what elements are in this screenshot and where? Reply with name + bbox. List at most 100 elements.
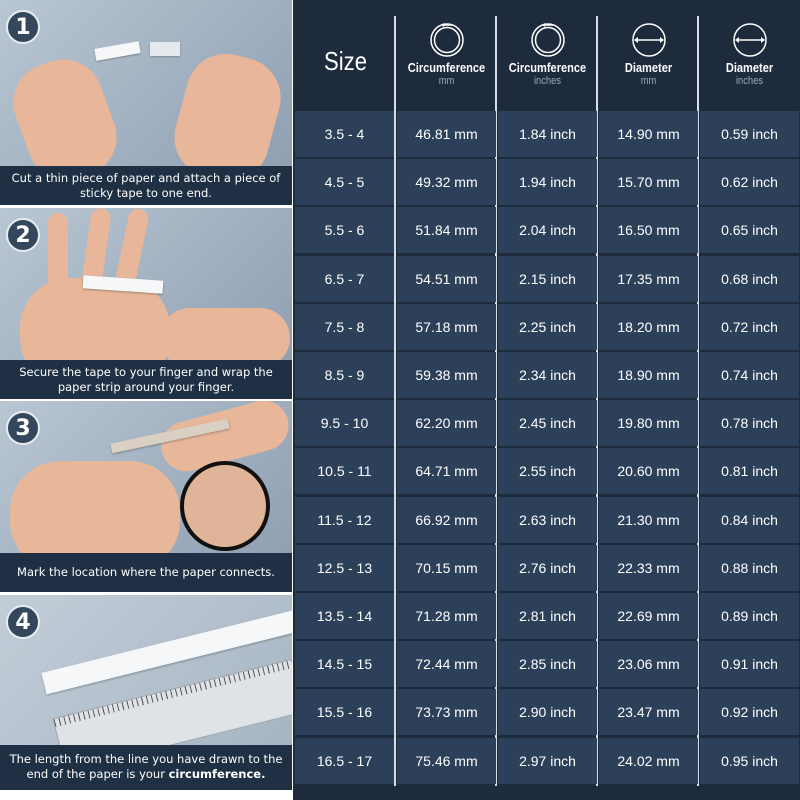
magnifier-inset (180, 461, 270, 551)
table-cell: 2.90 inch (498, 689, 597, 736)
table-cell: 2.76 inch (498, 544, 597, 591)
table-cell: 1.94 inch (498, 159, 597, 206)
step-caption: The length from the line you have drawn … (0, 745, 292, 790)
table-cell: 4.5 - 5 (295, 159, 394, 206)
table-cell: 0.59 inch (700, 111, 799, 157)
header-title: Diameter (624, 60, 673, 75)
step-caption: Mark the location where the paper connec… (0, 553, 292, 592)
table-cell: 22.69 mm (599, 593, 698, 639)
table-cell: 0.72 inch (700, 303, 799, 350)
table-cell: 2.85 inch (498, 641, 597, 688)
step-number-badge: 1 (6, 10, 40, 44)
table-cell: 0.62 inch (700, 159, 799, 206)
table-cell: 1.84 inch (498, 111, 597, 157)
column-header: Diameter mm (598, 16, 699, 108)
table-cell: 0.84 inch (700, 496, 799, 543)
ring-circumference-icon (497, 22, 598, 58)
step-2-photo (0, 208, 292, 388)
table-cell: 20.60 mm (599, 448, 698, 495)
table-cell: 57.18 mm (397, 303, 496, 350)
ring-diameter-icon (598, 22, 699, 58)
table-cell: 18.90 mm (599, 352, 698, 398)
table-cell: 11.5 - 12 (295, 496, 394, 543)
column-divider (495, 16, 497, 786)
table-cell: 0.91 inch (700, 641, 799, 688)
table-cell: 17.35 mm (599, 255, 698, 302)
column-header: Diameter inches (699, 16, 800, 108)
table-cell: 19.80 mm (599, 400, 698, 447)
table-cell: 70.15 mm (397, 544, 496, 591)
table-cell: 2.81 inch (498, 593, 597, 639)
header-title: Circumference (407, 60, 486, 75)
table-cell: 3.5 - 4 (295, 111, 394, 157)
table-cell: 6.5 - 7 (295, 255, 394, 302)
table-cell: 14.5 - 15 (295, 641, 394, 688)
table-cell: 2.97 inch (498, 737, 597, 784)
table-cell: 0.88 inch (700, 544, 799, 591)
table-cell: 73.73 mm (397, 689, 496, 736)
header-unit: inches (533, 75, 562, 87)
step-3-photo (0, 401, 292, 571)
step-1-panel: 1 Cut a thin piece of paper and attach a… (0, 0, 292, 205)
table-cell: 0.89 inch (700, 593, 799, 639)
table-cell: 8.5 - 9 (295, 352, 394, 398)
table-cell: 75.46 mm (397, 737, 496, 784)
table-cell: 0.92 inch (700, 689, 799, 736)
table-cell: 49.32 mm (397, 159, 496, 206)
table-cell: 2.55 inch (498, 448, 597, 495)
table-cell: 59.38 mm (397, 352, 496, 398)
table-cell: 46.81 mm (397, 111, 496, 157)
column-header: Circumference mm (396, 16, 497, 108)
table-cell: 5.5 - 6 (295, 207, 394, 254)
table-cell: 16.50 mm (599, 207, 698, 254)
table-cell: 66.92 mm (397, 496, 496, 543)
header-unit: mm (640, 75, 657, 87)
column-divider (697, 16, 699, 786)
table-cell: 21.30 mm (599, 496, 698, 543)
table-cell: 2.63 inch (498, 496, 597, 543)
column-divider (596, 16, 598, 786)
table-cell: 2.34 inch (498, 352, 597, 398)
table-cell: 71.28 mm (397, 593, 496, 639)
instructions-column: 1 Cut a thin piece of paper and attach a… (0, 0, 293, 800)
table-cell: 0.65 inch (700, 207, 799, 254)
table-cell: 2.25 inch (498, 303, 597, 350)
step-2-panel: 2 Secure the tape to your finger and wra… (0, 208, 292, 399)
step-3-panel: 3 Mark the location where the paper conn… (0, 401, 292, 592)
table-cell: 64.71 mm (397, 448, 496, 495)
table-cell: 13.5 - 14 (295, 593, 394, 639)
table-cell: 18.20 mm (599, 303, 698, 350)
header-unit: inches (735, 75, 764, 87)
table-cell: 2.45 inch (498, 400, 597, 447)
ring-diameter-icon (699, 22, 800, 58)
step-number-badge: 2 (6, 218, 40, 252)
table-cell: 15.70 mm (599, 159, 698, 206)
table-cell: 0.81 inch (700, 448, 799, 495)
table-cell: 16.5 - 17 (295, 737, 394, 784)
step-4-panel: 4 The length from the line you have draw… (0, 595, 292, 800)
table-cell: 23.47 mm (599, 689, 698, 736)
header-title: Size (323, 46, 367, 76)
table-cell: 0.95 inch (700, 737, 799, 784)
header-title: Circumference (508, 60, 587, 75)
ring-circumference-icon (396, 22, 497, 58)
step-caption: Cut a thin piece of paper and attach a p… (0, 166, 292, 205)
column-divider (394, 16, 396, 786)
step-number-badge: 3 (6, 411, 40, 445)
table-cell: 72.44 mm (397, 641, 496, 688)
table-cell: 54.51 mm (397, 255, 496, 302)
column-header: Size (295, 16, 396, 108)
table-cell: 14.90 mm (599, 111, 698, 157)
header-unit: mm (438, 75, 455, 87)
table-cell: 0.78 inch (700, 400, 799, 447)
table-cell: 23.06 mm (599, 641, 698, 688)
step-number-badge: 4 (6, 605, 40, 639)
table-cell: 0.74 inch (700, 352, 799, 398)
step-1-photo (0, 0, 292, 192)
table-cell: 2.15 inch (498, 255, 597, 302)
table-cell: 2.04 inch (498, 207, 597, 254)
column-header: Circumference inches (497, 16, 598, 108)
table-cell: 9.5 - 10 (295, 400, 394, 447)
header-title: Diameter (725, 60, 774, 75)
table-cell: 24.02 mm (599, 737, 698, 784)
